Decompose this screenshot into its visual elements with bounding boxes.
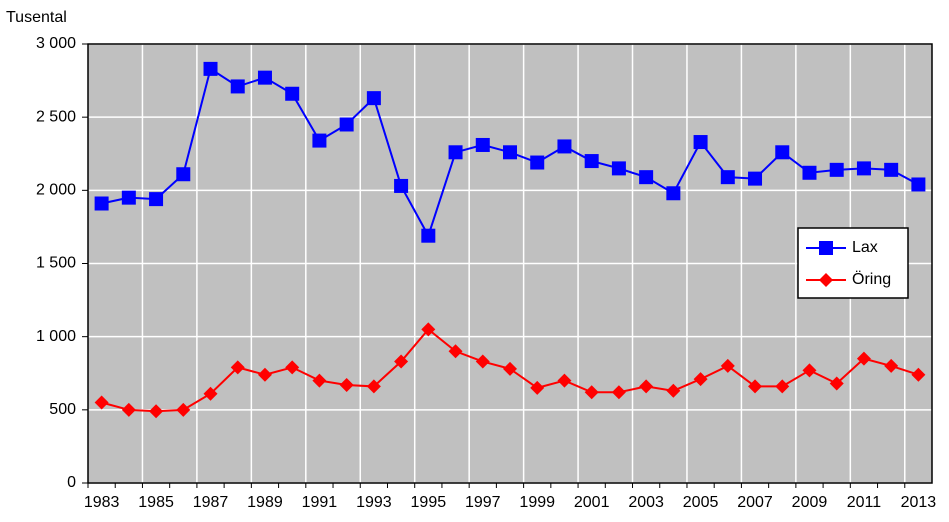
x-tick-label: 1987 [193, 494, 229, 511]
x-tick-label: 1985 [138, 494, 174, 511]
data-point [230, 360, 245, 375]
data-point [611, 161, 626, 176]
data-point [257, 367, 272, 382]
legend-marker [819, 241, 833, 255]
data-point [856, 351, 871, 366]
data-point [176, 402, 191, 417]
data-point [829, 376, 844, 391]
data-point [394, 178, 409, 193]
y-tick-label: 0 [67, 474, 76, 491]
data-point [257, 70, 272, 85]
data-point [503, 145, 517, 160]
data-point [448, 145, 463, 160]
x-tick-label: 1995 [411, 494, 447, 511]
data-point [802, 363, 817, 378]
plot-border [87, 43, 933, 484]
data-point [530, 155, 545, 170]
x-tick-label: 2013 [901, 494, 937, 511]
data-point [693, 372, 708, 387]
x-tick-label: 2007 [737, 494, 773, 511]
x-tick-label: 1997 [465, 494, 501, 511]
data-point [720, 358, 735, 373]
data-point [748, 171, 763, 186]
data-point [339, 377, 354, 392]
data-point [421, 228, 436, 243]
data-point [94, 395, 109, 410]
data-point [639, 170, 654, 185]
data-point [720, 170, 735, 185]
data-point [203, 386, 218, 401]
data-point [312, 373, 327, 388]
y-tick-label: 2 000 [36, 182, 76, 199]
data-point [475, 354, 490, 369]
data-point [748, 379, 763, 394]
data-point [421, 322, 436, 337]
data-point [557, 373, 572, 388]
data-point [149, 404, 164, 419]
x-tick-label: 1991 [302, 494, 338, 511]
data-point [475, 137, 490, 152]
y-tick-label: 500 [49, 401, 76, 418]
data-point [94, 196, 109, 211]
legend-marker [819, 273, 833, 287]
legend-label: Öring [852, 270, 891, 288]
x-tick-label: 1993 [356, 494, 392, 511]
data-point [666, 186, 681, 201]
x-tick-label: 1999 [519, 494, 555, 511]
data-point [448, 344, 463, 359]
data-point [775, 145, 790, 160]
data-point [557, 139, 572, 154]
data-point [121, 402, 136, 417]
x-tick-label: 2009 [792, 494, 828, 511]
y-tick-label: 1 000 [36, 328, 76, 345]
data-point [584, 154, 599, 169]
data-point [366, 91, 381, 106]
data-point [884, 162, 899, 177]
data-point [312, 133, 327, 148]
y-tick-label: 2 500 [36, 108, 76, 125]
data-point [285, 86, 300, 101]
data-point [503, 361, 517, 376]
data-point [911, 367, 926, 382]
y-axis-label: Tusental [6, 9, 67, 26]
data-point [366, 379, 381, 394]
data-point [639, 379, 654, 394]
data-point [911, 177, 926, 192]
data-point [666, 383, 681, 398]
data-point [176, 167, 191, 182]
data-point [230, 79, 245, 94]
legend-label: Lax [852, 239, 878, 256]
x-tick-label: 1989 [247, 494, 283, 511]
x-tick-label: 2005 [683, 494, 719, 511]
y-tick-label: 1 500 [36, 255, 76, 272]
data-point [584, 385, 599, 400]
data-point [121, 190, 136, 205]
x-tick-label: 2001 [574, 494, 610, 511]
x-tick-label: 2011 [847, 494, 882, 511]
data-point [775, 379, 790, 394]
data-point [339, 117, 354, 132]
data-point [530, 380, 545, 395]
data-point [285, 360, 300, 375]
legend-box [797, 227, 909, 299]
data-point [884, 358, 899, 373]
x-tick-label: 2003 [628, 494, 664, 511]
data-point [693, 135, 708, 150]
data-point [203, 61, 218, 76]
data-point [802, 165, 817, 180]
data-point [394, 354, 409, 369]
data-point [856, 161, 871, 176]
y-tick-label: 3 000 [36, 35, 76, 52]
data-point [829, 162, 844, 177]
data-point [149, 192, 164, 207]
x-tick-label: 1983 [84, 494, 120, 511]
data-point [611, 385, 626, 400]
